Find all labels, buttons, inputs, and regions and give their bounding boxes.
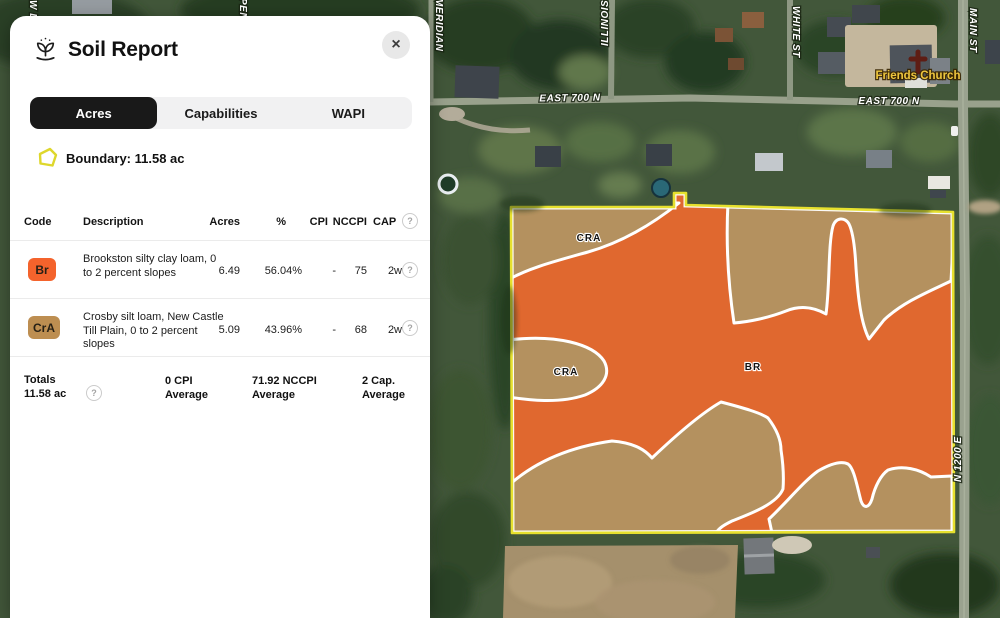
col-header-code: Code (24, 216, 52, 228)
parcel-boundary (509, 191, 956, 535)
divider (10, 356, 430, 357)
totals-acres: 11.58 ac (24, 388, 67, 400)
soil-description: Brookston silty clay loam, 0 to 2 percen… (83, 253, 217, 279)
cell-acres: 6.49 (218, 265, 240, 277)
road-label-east700n-right: EAST 700 N (858, 96, 919, 107)
totals-nccpi: 71.92 NCCPI Average (252, 374, 317, 402)
row-help-icon[interactable]: ? (402, 320, 418, 336)
cell-nccpi: 75 (354, 265, 367, 277)
page-title: Soil Report (68, 38, 178, 61)
soil-description: Crosby silt loam, New Castle Till Plain,… (83, 311, 224, 350)
roads (428, 0, 1000, 618)
cell-pct: 56.04% (264, 265, 302, 277)
close-icon: × (391, 36, 401, 53)
road-label-white-st: WHITE ST (790, 6, 801, 58)
totals-nccpi-caption: Average (252, 389, 296, 401)
tree-overhang (500, 196, 931, 354)
pool-white-ring (437, 173, 459, 195)
col-header-acres: Acres (209, 216, 240, 228)
col-header-pct: % (276, 216, 286, 228)
cell-pct: 43.96% (264, 324, 302, 336)
cell-acres: 5.09 (218, 324, 240, 336)
totals-cap-caption: Average (362, 389, 406, 401)
totals-cpi-caption: Average (165, 389, 209, 401)
divider (10, 298, 430, 299)
tab-capabilities[interactable]: Capabilities (184, 105, 258, 121)
road-label-n1200e: N 1200 E (953, 436, 964, 482)
tab-bar: Acres Capabilities WAPI (30, 97, 412, 129)
totals-nccpi-value: 71.92 NCCPI (252, 375, 317, 387)
soil-report-panel: Soil Report × Acres Capabilities WAPI Bo… (10, 16, 430, 618)
soil-overlay: CRA CRA BR (500, 191, 956, 535)
road-label-east700n-left: EAST 700 N (539, 92, 601, 104)
boundary-polygon-icon (38, 147, 58, 167)
church-label: Friends Church (876, 70, 961, 82)
road-label-meridian: MERIDIAN (433, 0, 444, 52)
totals-label: Totals (24, 374, 56, 386)
totals-cap-value: 2 Cap. (362, 375, 396, 387)
totals-cpi: 0 CPI Average (165, 374, 208, 402)
road-label-illinois: ILLINOIS (600, 0, 611, 46)
col-header-cpi: CPI (309, 216, 328, 228)
car (951, 126, 958, 136)
cell-nccpi: 68 (354, 324, 367, 336)
cell-cap: 2w (387, 265, 402, 277)
col-header-cap: CAP (373, 216, 397, 228)
row-help-icon[interactable]: ? (402, 262, 418, 278)
totals-cpi-value: 0 CPI (165, 375, 193, 387)
boundary-label: Boundary: 11.58 ac (66, 151, 185, 166)
church-building (889, 44, 933, 84)
tab-wapi[interactable]: WAPI (331, 105, 365, 121)
buildings (72, 0, 1000, 575)
tab-acres[interactable]: Acres (30, 97, 158, 129)
totals-cap: 2 Cap. Average (362, 374, 405, 402)
soil-plant-icon (36, 37, 55, 61)
col-header-description: Description (83, 216, 144, 228)
close-button[interactable]: × (382, 31, 410, 59)
table-help-icon[interactable]: ? (402, 213, 418, 229)
col-header-nccpi: NCCPI (332, 216, 367, 228)
cell-cap: 2w (387, 324, 402, 336)
cell-cpi: - (332, 265, 336, 277)
pool-blue (651, 178, 671, 198)
church-marker: Friends Church (874, 49, 962, 83)
soil-label-br: BR (745, 362, 761, 373)
soil-code-badge-br: Br (28, 258, 56, 281)
soil-label-cra-1: CRA (577, 233, 602, 244)
road-label-main-st: MAIN ST (967, 8, 978, 53)
divider (10, 240, 430, 241)
soil-regions-cra (511, 200, 954, 533)
cell-cpi: - (332, 324, 336, 336)
soil-label-cra-2: CRA (554, 367, 579, 378)
totals-help-icon[interactable]: ? (86, 385, 102, 401)
soil-code-badge-cra: CrA (28, 316, 60, 339)
bare-fields (503, 200, 1000, 618)
